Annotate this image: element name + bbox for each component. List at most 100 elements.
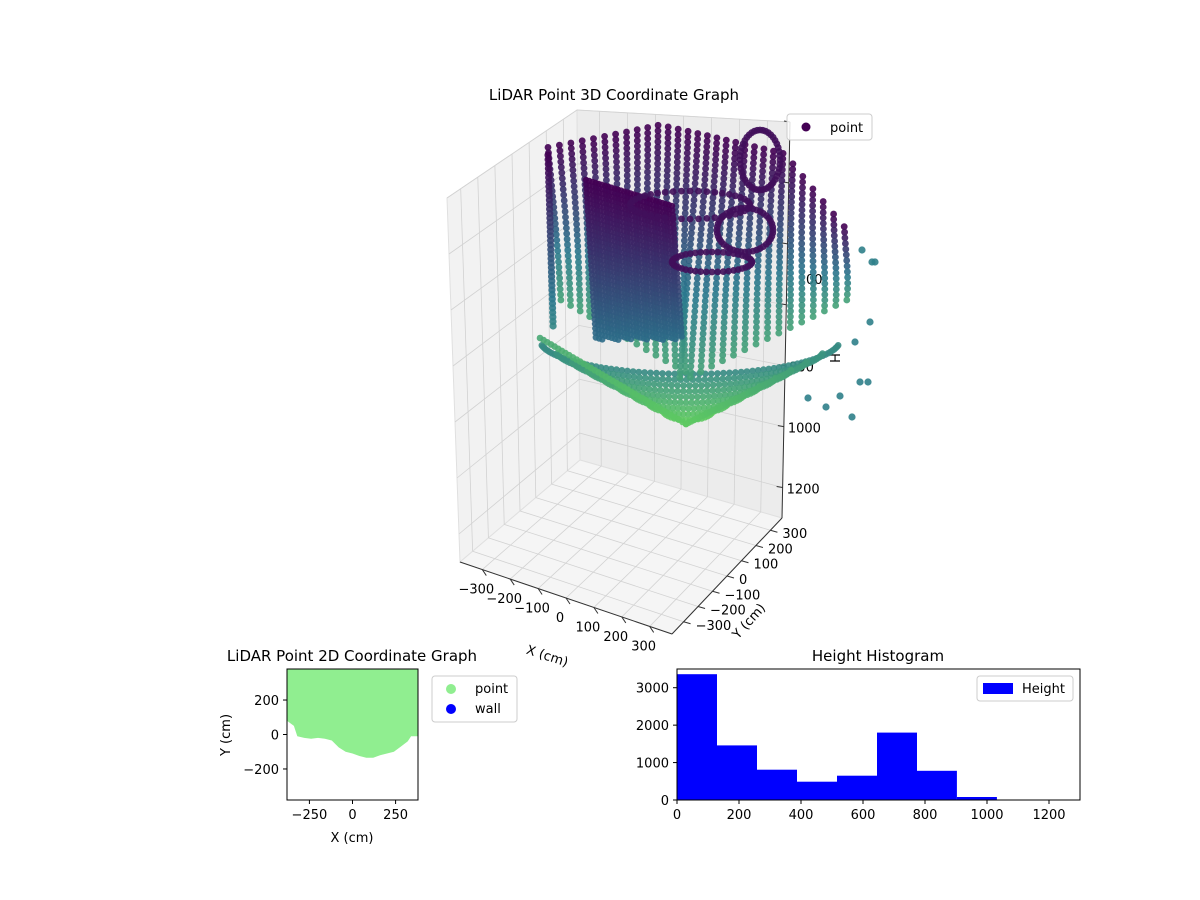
scatter3d-point xyxy=(732,301,739,309)
scatter3d-point xyxy=(690,405,698,412)
scatter3d-point xyxy=(701,297,709,305)
y-tick-label: 0 xyxy=(739,573,747,588)
scatter3d-point xyxy=(656,397,663,405)
scatter3d-legend-marker-point xyxy=(801,122,811,132)
scatter3d-point xyxy=(688,229,695,237)
scatter3d-point xyxy=(575,269,583,277)
scatter3d-point xyxy=(680,382,687,389)
scatter3d-point xyxy=(698,357,705,365)
scatter3d-point xyxy=(711,188,719,196)
scatter3d-point xyxy=(831,242,839,250)
scatter3d-point xyxy=(712,280,720,287)
scatter3d-point xyxy=(567,139,575,147)
y-tick-mark xyxy=(726,575,735,579)
scatter3d-point xyxy=(731,324,738,331)
scatter3d-point xyxy=(734,257,741,265)
scatter3d-point xyxy=(571,199,579,207)
scatter3d-point xyxy=(579,153,587,161)
scatter3d-point xyxy=(786,318,794,326)
scatter3d-point xyxy=(664,145,672,153)
scatter3d-point xyxy=(653,182,661,189)
scatter3d-point xyxy=(641,369,648,376)
scatter3d-point xyxy=(798,285,806,292)
scatter3d-point xyxy=(723,275,730,283)
x-tick-mark xyxy=(565,597,571,605)
scatter3d-point xyxy=(704,259,712,267)
scatter3d-point xyxy=(613,175,621,182)
scatter3d-point xyxy=(730,329,738,337)
scatter3d-point xyxy=(775,324,783,332)
grid-z xyxy=(448,163,789,255)
scatter3d-point xyxy=(699,209,706,217)
scatter3d-point xyxy=(704,381,711,389)
scatter3d-point xyxy=(798,273,806,281)
scatter3d-point xyxy=(765,258,773,265)
scatter3d-point xyxy=(693,280,701,288)
scatter3d-point xyxy=(787,209,795,217)
scatter3d-point xyxy=(722,286,730,294)
scatter3d-point xyxy=(697,236,704,244)
y-tick-label: −200 xyxy=(710,604,746,619)
scatter3d-point xyxy=(775,291,783,299)
scatter3d-point xyxy=(576,302,584,309)
scatter3d-point xyxy=(690,202,697,209)
scatter3d-point xyxy=(694,393,701,401)
scatter3d-point xyxy=(692,174,699,182)
scatter3d-point xyxy=(634,175,641,183)
scatter3d-point xyxy=(769,158,777,166)
scatter3d-point xyxy=(556,274,563,282)
scatter3d-point xyxy=(809,241,817,248)
scatter3d-point xyxy=(603,176,610,184)
scatter3d-point xyxy=(699,341,706,348)
scatter3d-point xyxy=(742,307,750,315)
grid-y-back xyxy=(494,165,505,525)
scatter3d-point xyxy=(688,351,695,359)
scatter3d-point xyxy=(730,166,738,174)
scatter3d-point xyxy=(689,340,696,348)
scatter3d-point xyxy=(809,313,817,320)
scatter3d-point xyxy=(821,291,829,298)
scatter3d-point xyxy=(567,145,575,152)
scatter3d-point xyxy=(676,373,684,381)
scatter3d-point xyxy=(662,387,670,394)
scatter3d-point xyxy=(666,398,674,406)
scatter3d-point xyxy=(703,143,711,151)
scatter3d-point xyxy=(753,296,761,303)
scatter3d-point xyxy=(750,148,758,156)
scatter3d-point xyxy=(697,362,705,370)
scatter3d-point xyxy=(634,142,641,150)
scatter3d-point xyxy=(634,148,641,156)
scatter3d-point xyxy=(636,374,643,381)
scatter3d-point xyxy=(618,367,626,374)
grid-z xyxy=(446,109,791,199)
scatter3d-point xyxy=(749,165,757,173)
scatter3d-point xyxy=(556,141,563,149)
scatter3d-point xyxy=(730,340,738,348)
scatter3d-point xyxy=(688,346,696,354)
scatter3d-point xyxy=(709,194,717,202)
scatter3d-point xyxy=(787,258,794,266)
scatter3d-point xyxy=(821,285,829,293)
scatter3d-point xyxy=(809,213,816,221)
scatter3d-point xyxy=(741,324,749,332)
scatter3d-point xyxy=(755,229,763,237)
scatter3d-point xyxy=(777,204,785,212)
scatter3d-point xyxy=(565,268,573,276)
scatter3d-point xyxy=(570,183,578,190)
scatter3d-point xyxy=(623,134,630,141)
scatter3d-point xyxy=(684,274,692,281)
scatter3d-point xyxy=(629,368,637,375)
scatter3d-point xyxy=(809,207,816,215)
scatter3d-point xyxy=(612,136,620,144)
scatter3d-point xyxy=(689,335,697,343)
scatter3d-point xyxy=(686,373,694,381)
scatter3d-point xyxy=(725,237,733,245)
scatter3d-point xyxy=(758,173,766,181)
scatter3d-point xyxy=(664,128,672,136)
grid-y xyxy=(551,483,757,546)
scatter3d-point xyxy=(868,258,876,266)
scatter3d-point xyxy=(764,307,772,315)
scatter3d-point xyxy=(798,189,806,197)
scatter3d-point xyxy=(798,301,806,309)
scatter3d-point xyxy=(686,187,694,195)
